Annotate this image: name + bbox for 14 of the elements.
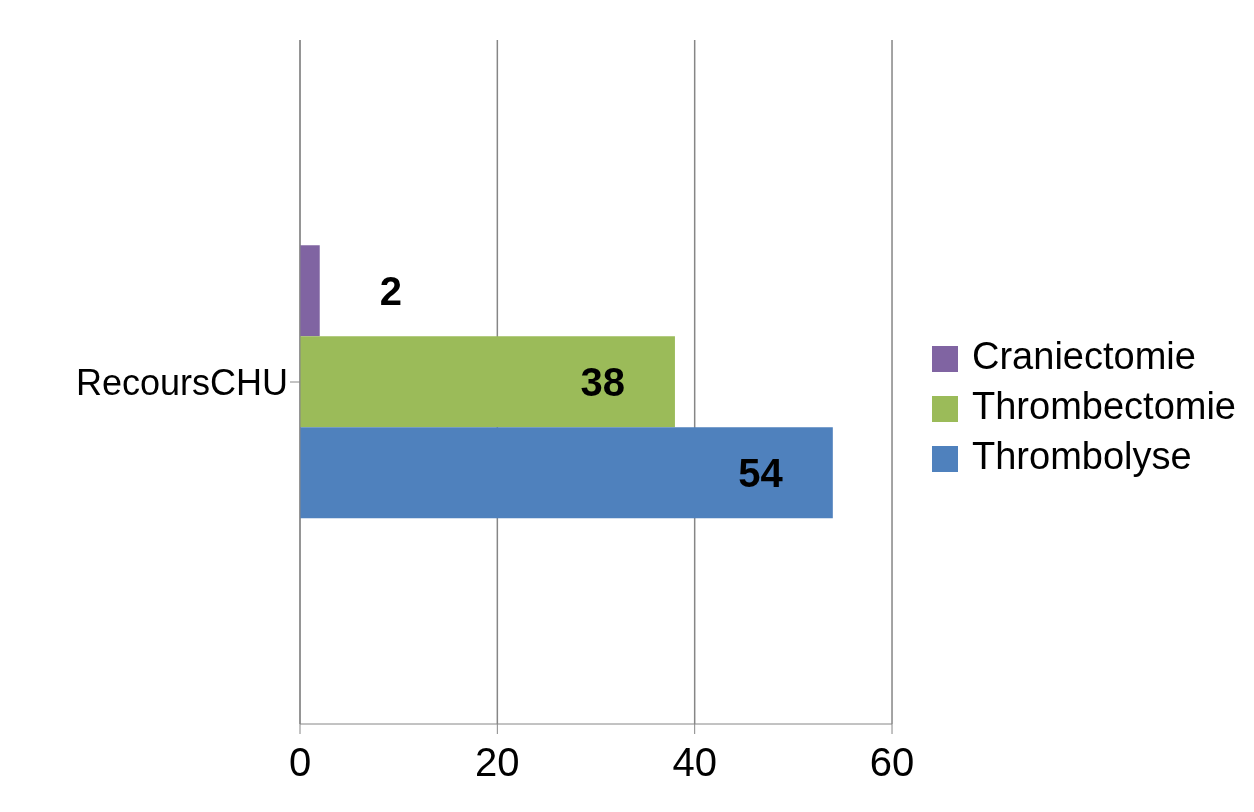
y-tick-label: RecoursCHU bbox=[75, 361, 288, 403]
bar bbox=[300, 427, 833, 519]
data-label: 2 bbox=[379, 268, 402, 313]
x-tick-label: 0 bbox=[288, 740, 312, 785]
bar bbox=[300, 336, 675, 428]
legend-label: Thrombolyse bbox=[972, 435, 1192, 477]
bar bbox=[300, 245, 320, 337]
legend-label: Thrombectomie bbox=[972, 385, 1236, 427]
legend-label: Craniectomie bbox=[972, 335, 1196, 377]
data-label: 38 bbox=[580, 359, 625, 404]
x-tick-label: 40 bbox=[672, 740, 717, 785]
x-tick-label: 60 bbox=[869, 740, 915, 785]
data-label: 54 bbox=[738, 450, 784, 495]
x-tick-label: 20 bbox=[475, 740, 520, 785]
